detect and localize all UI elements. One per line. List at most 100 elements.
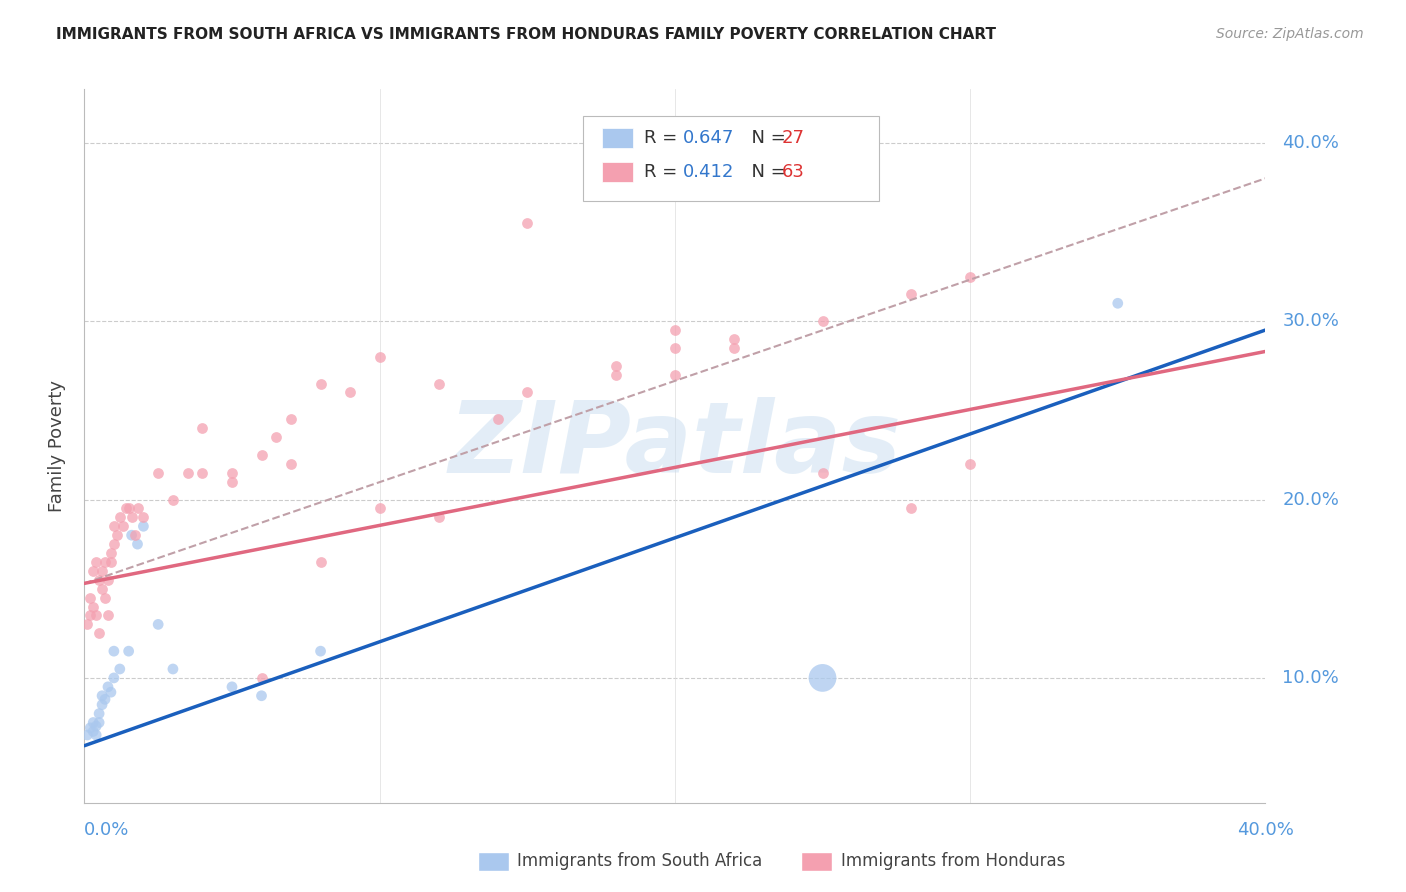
Point [103,519,125,533]
Point [82,724,104,739]
Point [114,501,136,516]
Point [250,448,273,462]
Text: IMMIGRANTS FROM SOUTH AFRICA VS IMMIGRANTS FROM HONDURAS FAMILY POVERTY CORRELAT: IMMIGRANTS FROM SOUTH AFRICA VS IMMIGRAN… [56,27,997,42]
Point [124,528,146,542]
Point [191,421,214,435]
Point [664,341,686,355]
Point [97,608,120,623]
Text: Immigrants from Honduras: Immigrants from Honduras [841,852,1066,870]
Point [94,555,117,569]
Point [516,216,538,230]
Point [723,341,745,355]
Point [91,689,114,703]
Point [811,671,834,685]
Point [91,582,114,596]
Point [100,555,122,569]
Point [84,728,107,742]
Point [427,376,450,391]
Point [191,466,214,480]
Point [221,466,243,480]
Point [84,555,107,569]
Point [486,412,509,426]
Point [76,728,98,742]
Text: ZIPatlas: ZIPatlas [449,398,901,494]
Point [118,501,141,516]
Point [103,671,125,685]
Point [76,617,98,632]
Text: N =: N = [740,163,792,181]
Point [959,269,981,284]
Point [664,323,686,337]
Point [177,466,200,480]
Point [118,644,141,658]
Text: 30.0%: 30.0% [1282,312,1339,330]
Point [811,314,834,328]
Point [97,680,120,694]
Point [79,608,101,623]
Point [516,385,538,400]
Point [111,519,134,533]
Text: 0.0%: 0.0% [84,821,129,838]
Point [82,599,104,614]
Point [87,715,111,730]
Text: 0.412: 0.412 [683,163,735,181]
Text: 40.0%: 40.0% [1282,134,1339,152]
Point [339,385,361,400]
Point [959,457,981,471]
Point [100,685,122,699]
Point [105,528,128,542]
Point [103,537,125,551]
Point [84,608,107,623]
Point [280,457,302,471]
Point [1107,296,1129,310]
Point [427,510,450,524]
Point [121,510,143,524]
Point [368,501,391,516]
Point [127,537,149,551]
Point [121,528,143,542]
Point [79,591,101,605]
Point [250,671,273,685]
Point [79,721,101,735]
Point [162,662,184,676]
Point [723,332,745,346]
Point [900,501,922,516]
Text: Source: ZipAtlas.com: Source: ZipAtlas.com [1216,27,1364,41]
Point [605,368,627,382]
Point [221,475,243,489]
Text: 40.0%: 40.0% [1237,821,1294,838]
Point [94,692,117,706]
Y-axis label: Family Poverty: Family Poverty [48,380,66,512]
Point [84,719,107,733]
Point [900,287,922,301]
Point [132,510,155,524]
Point [264,430,288,444]
Point [91,698,114,712]
Point [127,501,149,516]
Point [132,519,155,533]
Point [97,573,120,587]
Point [309,555,332,569]
Point [280,412,302,426]
Point [309,376,332,391]
Point [94,591,117,605]
Point [108,510,131,524]
Point [87,573,111,587]
Point [82,715,104,730]
Point [148,617,170,632]
Text: 10.0%: 10.0% [1282,669,1339,687]
Point [100,546,122,560]
Point [87,626,111,640]
Point [91,564,114,578]
Text: R =: R = [644,163,683,181]
Point [605,359,627,373]
Point [221,680,243,694]
Point [82,564,104,578]
Text: 63: 63 [782,163,804,181]
Text: R =: R = [644,129,683,147]
Point [87,706,111,721]
Text: 27: 27 [782,129,804,147]
Text: N =: N = [740,129,792,147]
Point [103,644,125,658]
Point [162,492,184,507]
